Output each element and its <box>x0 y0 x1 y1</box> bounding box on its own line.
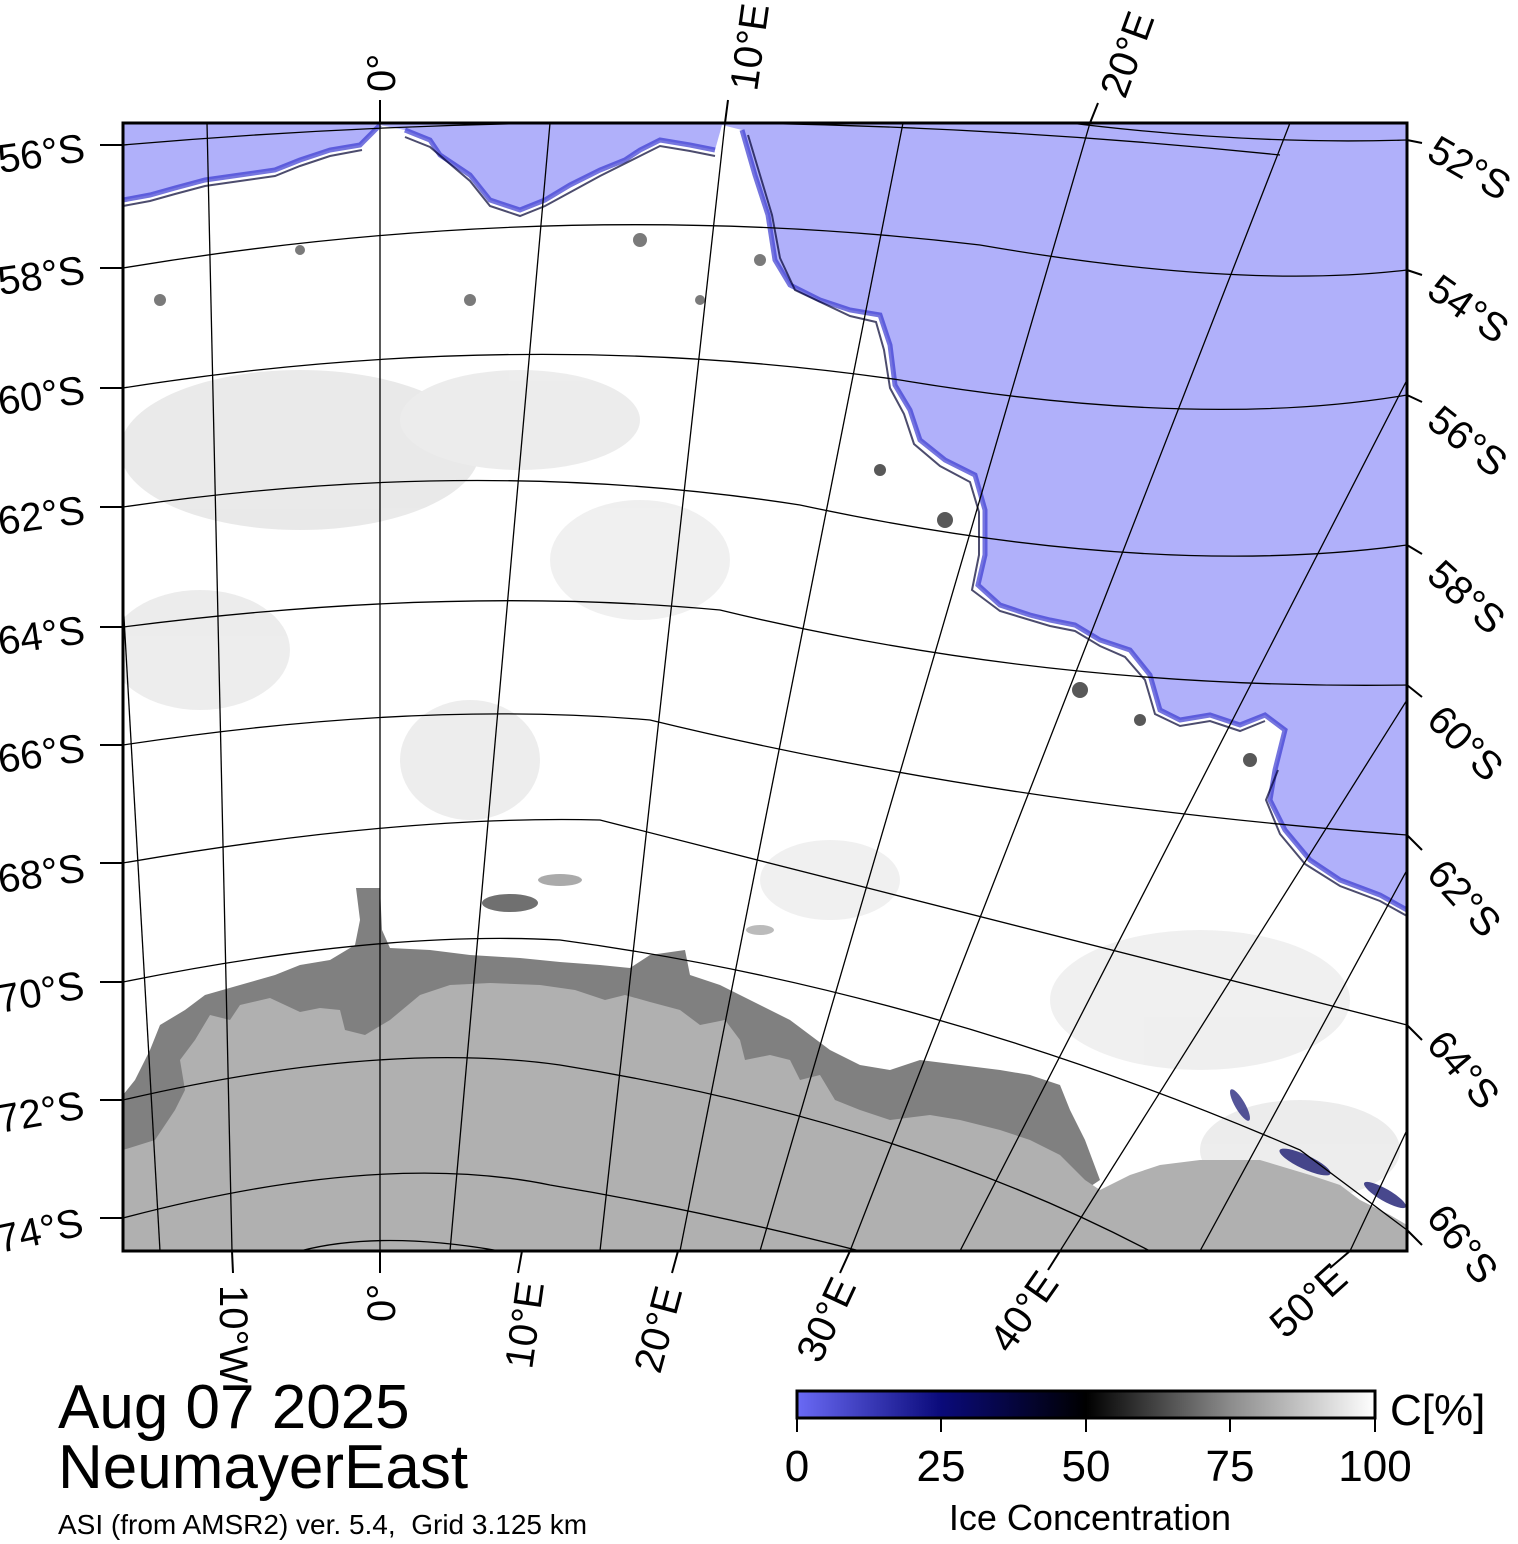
ice-texture <box>123 370 1400 1200</box>
lat-label-left: 62°S <box>0 488 88 544</box>
source-label: ASI (from AMSR2) ver. 5.4, Grid 3.125 km <box>58 1509 588 1540</box>
colorbar-tick-label: 100 <box>1338 1442 1412 1491</box>
lon-label-top: 10°E <box>722 1 778 93</box>
colorbar-tick-label: 0 <box>784 1442 810 1491</box>
frame-ticks <box>100 99 1423 1274</box>
lon-label-top: 20°E <box>1092 6 1163 103</box>
colorbar-tick-label: 50 <box>1061 1442 1111 1491</box>
lon-label-bottom: 50°E <box>1262 1256 1356 1347</box>
date-label: Aug 07 2025 <box>58 1373 410 1442</box>
lat-label-left: 72°S <box>0 1083 87 1141</box>
ice-edge-fringe <box>123 123 1407 913</box>
map-frame <box>121 121 1409 1253</box>
lon-label-bottom: 0° <box>360 1284 404 1322</box>
lat-label-right: 52°S <box>1421 128 1518 210</box>
lat-label-left: 64°S <box>0 608 88 664</box>
lon-label-top: 0° <box>360 54 404 92</box>
lon-label-bottom: 10°E <box>497 1279 553 1371</box>
lon-label-bottom: 10°W <box>211 1285 255 1383</box>
open-water <box>123 123 1407 910</box>
lat-label-left: 74°S <box>0 1201 87 1262</box>
lat-label-left: 60°S <box>0 368 88 424</box>
longitude-labels-bottom: 10°W 0° 10°E 20°E 30°E 40°E 50°E <box>211 1256 1356 1384</box>
lon-label-bottom: 30°E <box>788 1271 865 1369</box>
lat-label-left: 66°S <box>0 726 88 782</box>
latitude-labels-right: 52°S 54°S 56°S 58°S 60°S 62°S 64°S 66°S <box>1418 128 1518 1293</box>
lat-label-left: 68°S <box>0 846 88 902</box>
colorbar-tick-label: 75 <box>1205 1442 1255 1491</box>
lon-label-bottom: 20°E <box>626 1282 691 1378</box>
parallel-56s-left <box>123 123 1281 156</box>
region-label: NeumayerEast <box>58 1433 469 1502</box>
lat-label-left: 58°S <box>0 248 88 304</box>
ice-leads <box>154 233 1406 1209</box>
lat-label-left: 56°S <box>0 126 88 182</box>
ice-edge-dark <box>123 134 1407 917</box>
colorbar <box>795 1389 1377 1420</box>
lon-label-bottom: 40°E <box>981 1264 1067 1361</box>
lat-label-right: 60°S <box>1419 697 1512 790</box>
lat-label-right: 62°S <box>1418 852 1509 946</box>
lat-label-right: 66°S <box>1418 1196 1506 1292</box>
colorbar-ticks <box>796 1418 1376 1432</box>
land <box>123 983 1407 1251</box>
colorbar-tick-label: 25 <box>916 1442 966 1491</box>
lat-label-right: 64°S <box>1418 1023 1508 1118</box>
colorbar-unit: C[%] <box>1390 1386 1486 1435</box>
parallel-52s-right <box>1069 123 1407 142</box>
lat-label-left: 70°S <box>0 963 87 1021</box>
colorbar-title: Ice Concentration <box>948 1497 1232 1538</box>
lat-label-right: 56°S <box>1419 397 1515 485</box>
graticule <box>123 123 1407 1251</box>
lat-label-right: 58°S <box>1419 552 1513 643</box>
latitude-labels-left: 56°S 58°S 60°S 62°S 64°S 66°S 68°S 70°S … <box>0 126 88 1262</box>
lat-label-right: 54°S <box>1420 266 1517 352</box>
longitude-labels-top: 0° 10°E 20°E <box>360 1 1163 103</box>
